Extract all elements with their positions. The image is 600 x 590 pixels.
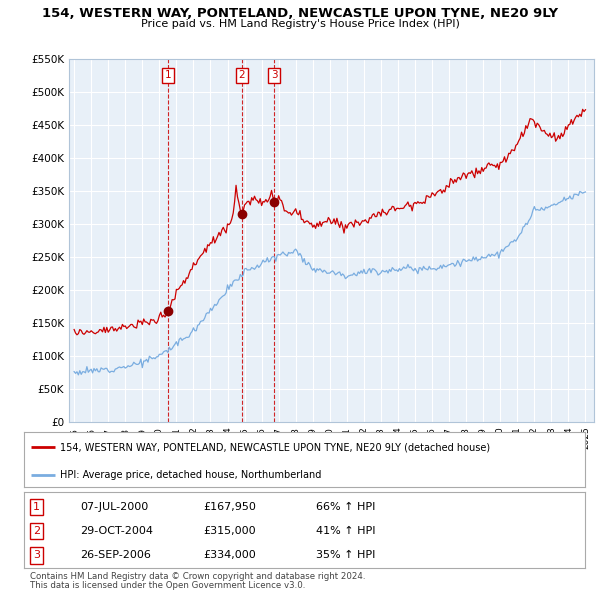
Text: 1: 1 bbox=[165, 70, 172, 80]
Text: 154, WESTERN WAY, PONTELAND, NEWCASTLE UPON TYNE, NE20 9LY (detached house): 154, WESTERN WAY, PONTELAND, NEWCASTLE U… bbox=[61, 442, 491, 452]
Text: 35% ↑ HPI: 35% ↑ HPI bbox=[316, 550, 375, 560]
Text: £315,000: £315,000 bbox=[203, 526, 256, 536]
Text: 26-SEP-2006: 26-SEP-2006 bbox=[80, 550, 151, 560]
Text: Contains HM Land Registry data © Crown copyright and database right 2024.: Contains HM Land Registry data © Crown c… bbox=[30, 572, 365, 581]
Text: 29-OCT-2004: 29-OCT-2004 bbox=[80, 526, 153, 536]
Text: 41% ↑ HPI: 41% ↑ HPI bbox=[316, 526, 375, 536]
Text: 66% ↑ HPI: 66% ↑ HPI bbox=[316, 502, 375, 512]
Text: HPI: Average price, detached house, Northumberland: HPI: Average price, detached house, Nort… bbox=[61, 470, 322, 480]
Text: 3: 3 bbox=[33, 550, 40, 560]
Text: 2: 2 bbox=[33, 526, 40, 536]
Text: This data is licensed under the Open Government Licence v3.0.: This data is licensed under the Open Gov… bbox=[30, 581, 305, 590]
Text: £167,950: £167,950 bbox=[203, 502, 256, 512]
Text: Price paid vs. HM Land Registry's House Price Index (HPI): Price paid vs. HM Land Registry's House … bbox=[140, 19, 460, 29]
Text: 154, WESTERN WAY, PONTELAND, NEWCASTLE UPON TYNE, NE20 9LY: 154, WESTERN WAY, PONTELAND, NEWCASTLE U… bbox=[42, 7, 558, 20]
Text: 1: 1 bbox=[33, 502, 40, 512]
Text: 3: 3 bbox=[271, 70, 278, 80]
Text: £334,000: £334,000 bbox=[203, 550, 256, 560]
Text: 2: 2 bbox=[238, 70, 245, 80]
Text: 07-JUL-2000: 07-JUL-2000 bbox=[80, 502, 148, 512]
